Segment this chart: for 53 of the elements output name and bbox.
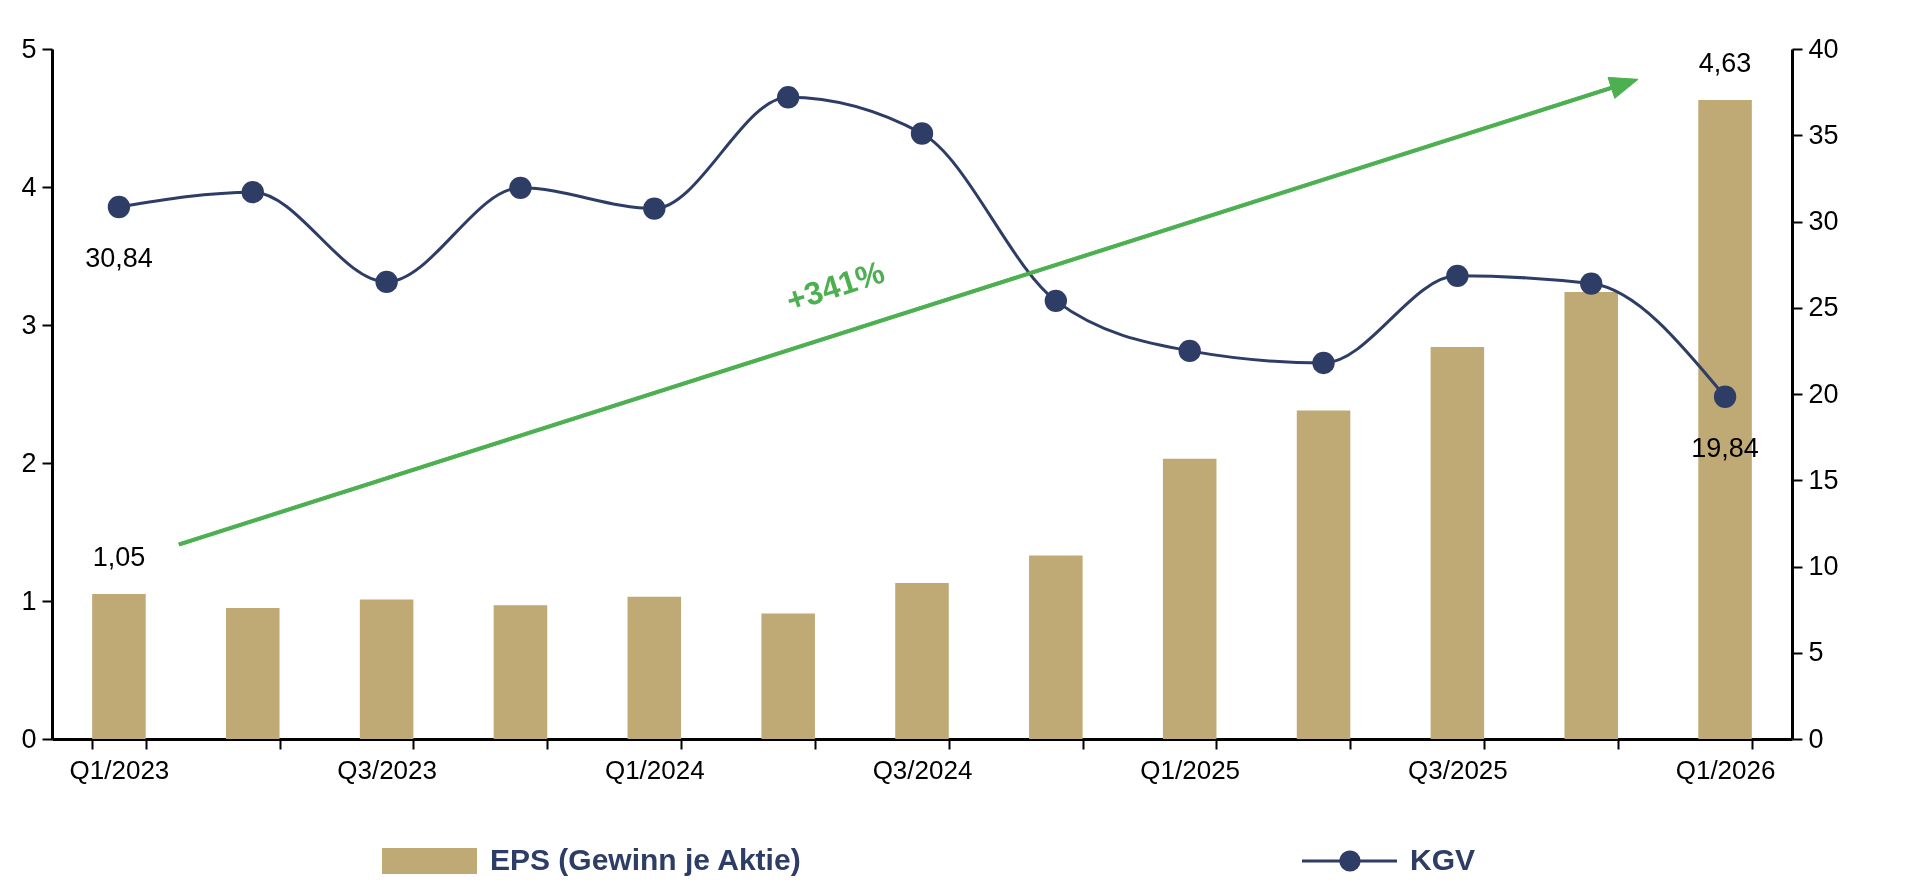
- y-tick-label: 1: [21, 585, 37, 616]
- x-tick-label: Q1/2024: [604, 754, 705, 785]
- y2-tick-label: 35: [1808, 119, 1839, 150]
- y-tick-label: 0: [21, 723, 37, 754]
- point: [910, 122, 934, 145]
- x-tick-label: Q3/2023: [337, 754, 437, 785]
- bar: [226, 607, 280, 739]
- bar: [493, 605, 548, 739]
- x-tick-label: Q1/2026: [1675, 754, 1776, 785]
- bar: [1029, 555, 1083, 739]
- data-label: 30,84: [85, 243, 153, 274]
- point: [509, 176, 532, 200]
- x-tick-label: Q3/2024: [872, 754, 973, 785]
- x-tick-label: Q1/2025: [1140, 754, 1241, 785]
- point: [776, 86, 800, 109]
- bar: [895, 583, 949, 739]
- y2-tick-label: 15: [1808, 464, 1839, 495]
- data-label: 4,63: [1698, 48, 1752, 79]
- annotation: +341%: [782, 253, 889, 319]
- y-tick-label: 4: [21, 171, 37, 202]
- bar: [627, 596, 682, 739]
- bar: [359, 599, 414, 739]
- x-tick-label: Q1/2023: [69, 754, 170, 785]
- bar: [1296, 410, 1351, 739]
- bar: [1430, 347, 1485, 739]
- bar: [1564, 291, 1618, 739]
- y-tick-label: 2: [21, 447, 37, 478]
- bar: [1162, 458, 1217, 739]
- point: [1580, 272, 1603, 295]
- y2-tick-label: 20: [1808, 378, 1839, 409]
- y2-tick-label: 10: [1808, 551, 1839, 581]
- y2-tick-label: 0: [1808, 723, 1824, 754]
- point: [1446, 264, 1469, 287]
- y2-tick-label: 40: [1808, 33, 1839, 64]
- y2-tick-label: 30: [1808, 206, 1839, 236]
- point: [1312, 351, 1335, 375]
- point: [1178, 339, 1201, 363]
- point: [241, 181, 264, 204]
- x-tick-label: Q3/2025: [1408, 754, 1508, 785]
- bar: [92, 594, 146, 739]
- bar: [761, 613, 815, 739]
- legend-label: KGV: [1410, 843, 1476, 876]
- y-tick-label: 3: [21, 309, 37, 340]
- y-tick-label: 5: [21, 33, 37, 64]
- y2-tick-label: 5: [1808, 637, 1824, 668]
- point: [643, 197, 666, 220]
- y2-tick-label: 25: [1808, 292, 1839, 323]
- data-label: 1,05: [92, 542, 146, 573]
- legend-label: EPS (Gewinn je Aktie): [490, 843, 801, 876]
- point: [375, 270, 398, 294]
- point: [1044, 289, 1068, 313]
- point: [107, 195, 131, 219]
- point: [1713, 385, 1737, 408]
